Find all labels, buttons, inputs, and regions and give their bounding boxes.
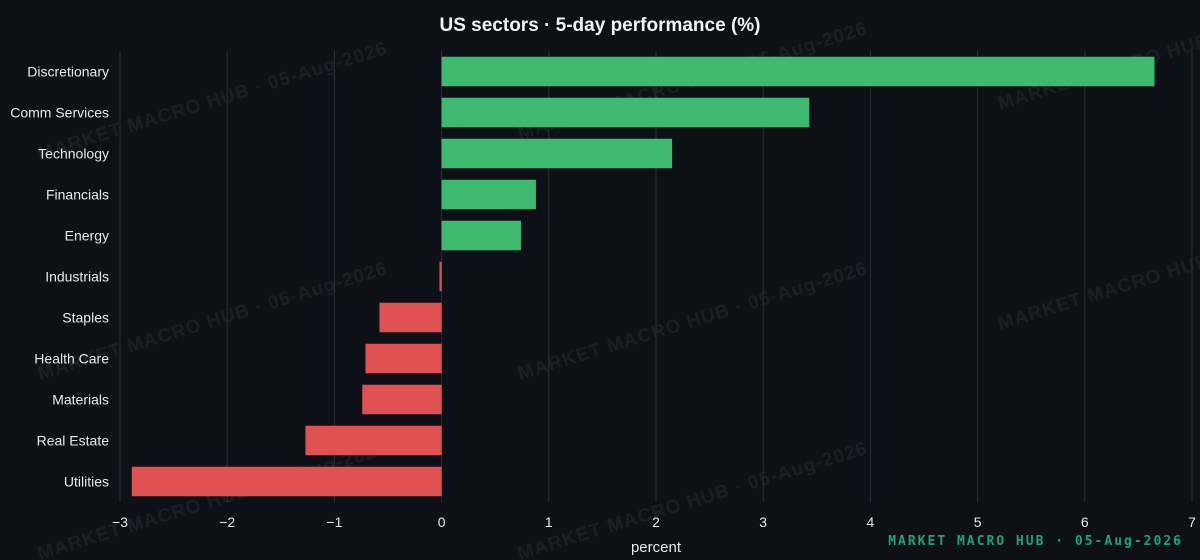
watermark-text: MARKET MACRO HUB · 05-Aug-2026 — [515, 438, 870, 560]
bar-comm-services — [441, 97, 810, 128]
category-label: Staples — [62, 310, 109, 326]
x-tick-label: 0 — [438, 514, 446, 530]
bar-staples — [379, 302, 442, 333]
category-label: Discretionary — [27, 64, 109, 80]
x-tick-label: 4 — [867, 514, 875, 530]
x-tick-label: 1 — [545, 514, 553, 530]
bar-energy — [441, 220, 521, 251]
category-label: Comm Services — [10, 105, 109, 121]
category-label: Real Estate — [37, 433, 110, 449]
bar-industrials — [439, 261, 442, 292]
category-label: Industrials — [45, 269, 109, 285]
category-label: Utilities — [64, 474, 109, 490]
category-label: Materials — [52, 392, 109, 408]
x-tick-label: 5 — [974, 514, 982, 530]
bar-materials — [362, 384, 442, 415]
bar-financials — [441, 179, 536, 210]
chart-title: US sectors · 5-day performance (%) — [440, 15, 761, 36]
bar-real-estate — [305, 425, 442, 456]
x-tick-label: 2 — [652, 514, 660, 530]
bar-utilities — [131, 466, 442, 497]
bar-series — [131, 56, 1155, 497]
watermark-text: MARKET MACRO HUB · 05-Aug-2026 — [515, 258, 870, 385]
watermark-text: MARKET MACRO HUB · 05-Aug-2026 — [995, 208, 1200, 335]
x-tick-label: 6 — [1081, 514, 1089, 530]
watermark-text: MARKET MACRO HUB · 05-Aug-2026 — [35, 438, 390, 560]
bar-technology — [441, 138, 673, 169]
bar-discretionary — [441, 56, 1155, 87]
x-tick-label: −3 — [112, 514, 128, 530]
x-tick-label: 3 — [759, 514, 767, 530]
x-tick-labels: −3 −2 −1 0 1 2 3 4 5 6 7 — [112, 514, 1196, 530]
bar-health-care — [365, 343, 442, 374]
category-labels: Discretionary Comm Services Technology Fina… — [10, 64, 109, 490]
footer-brand: MARKET MACRO HUB · 05-Aug-2026 — [888, 534, 1183, 549]
category-label: Financials — [46, 187, 109, 203]
x-tick-label: 7 — [1188, 514, 1196, 530]
category-label: Health Care — [34, 351, 109, 367]
x-tick-label: −1 — [326, 514, 342, 530]
x-tick-label: −2 — [219, 514, 235, 530]
category-label: Energy — [65, 228, 109, 244]
x-axis-label: percent — [631, 539, 682, 556]
category-label: Technology — [38, 146, 109, 162]
